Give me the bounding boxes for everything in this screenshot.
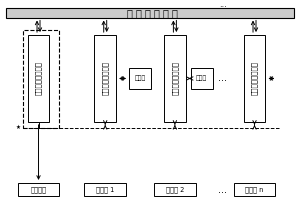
- Bar: [129, 68, 151, 89]
- Bar: [22, 30, 59, 128]
- Text: 存储器: 存储器: [134, 76, 146, 81]
- Text: 单炮波场外推成像: 单炮波场外推成像: [172, 61, 178, 95]
- Text: 数据分配任务调度: 数据分配任务调度: [35, 61, 42, 95]
- Text: 处理器 2: 处理器 2: [166, 186, 184, 193]
- Text: ★: ★: [16, 125, 21, 130]
- Bar: [18, 183, 59, 196]
- Bar: [84, 183, 126, 196]
- Text: 主处理器: 主处理器: [31, 186, 46, 193]
- Bar: [164, 35, 186, 122]
- Text: ...: ...: [218, 73, 227, 83]
- Text: 单炮波场外推成像: 单炮波场外推成像: [102, 61, 109, 95]
- Text: ...: ...: [219, 0, 226, 9]
- Bar: [191, 68, 213, 89]
- Bar: [234, 183, 275, 196]
- Bar: [28, 35, 50, 122]
- Text: 处理器 n: 处理器 n: [245, 186, 264, 193]
- Text: 处理器 1: 处理器 1: [96, 186, 114, 193]
- Bar: [94, 35, 116, 122]
- Bar: [244, 35, 266, 122]
- Text: 高 速 网 络 存 储: 高 速 网 络 存 储: [127, 8, 177, 18]
- Text: 存储器: 存储器: [196, 76, 207, 81]
- Text: ...: ...: [218, 185, 227, 195]
- Text: 单炮波场外推成像: 单炮波场外推成像: [251, 61, 258, 95]
- Bar: [154, 183, 196, 196]
- Bar: [6, 8, 294, 18]
